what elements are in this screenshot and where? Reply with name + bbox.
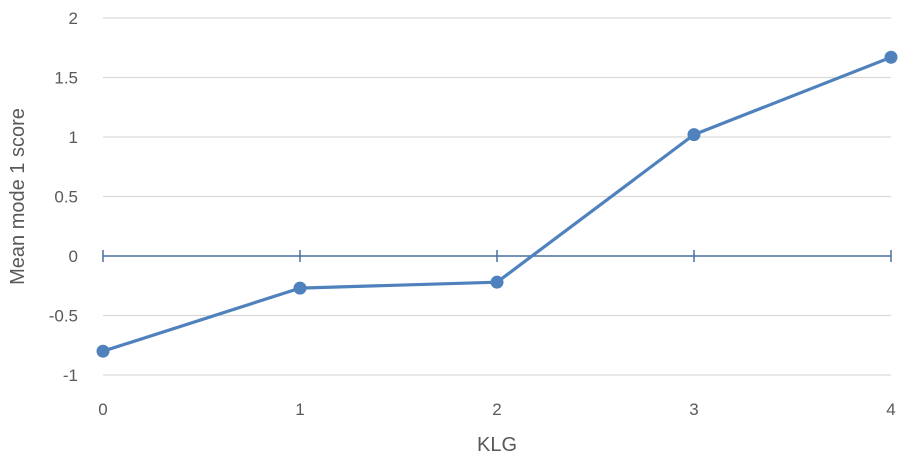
gridlines <box>103 17 891 376</box>
y-tick-label: 2 <box>69 9 78 28</box>
x-tick-label: 3 <box>689 400 698 419</box>
x-tick-label: 4 <box>886 400 895 419</box>
data-point <box>293 281 307 295</box>
y-tick-label: -0.5 <box>49 307 78 326</box>
data-point <box>96 344 110 358</box>
x-tick-label: 2 <box>492 400 501 419</box>
data-point <box>687 128 701 142</box>
series-line <box>102 55 892 353</box>
x-axis <box>102 250 892 262</box>
y-tick-label: 0.5 <box>54 188 78 207</box>
x-tick-label: 1 <box>295 400 304 419</box>
y-tick-labels: 2 1.5 1 0.5 0 -0.5 -1 <box>49 9 78 385</box>
y-axis-title: Mean mode 1 score <box>7 108 29 285</box>
x-axis-title: KLG <box>477 434 517 456</box>
data-point <box>490 275 504 289</box>
series-group <box>96 50 898 358</box>
x-tick-label: 0 <box>98 400 107 419</box>
x-tick-labels: 0 1 2 3 4 <box>98 400 895 419</box>
data-point <box>884 50 898 64</box>
y-tick-label: 1 <box>69 128 78 147</box>
y-tick-label: 1.5 <box>54 69 78 88</box>
y-tick-label: -1 <box>63 366 78 385</box>
y-tick-label: 0 <box>69 247 78 266</box>
